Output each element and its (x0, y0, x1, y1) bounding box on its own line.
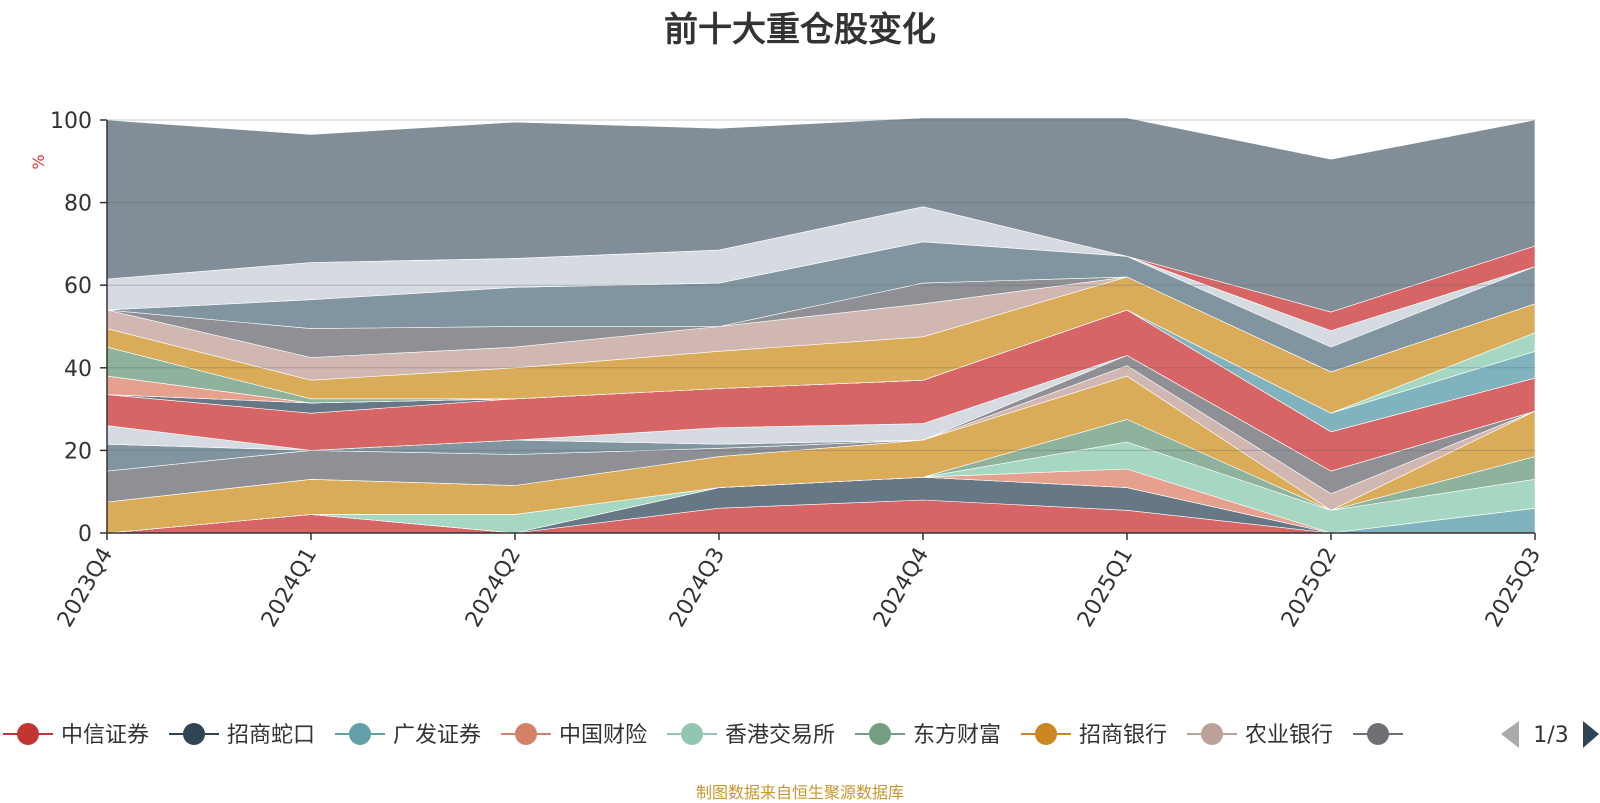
grid-layer: 0 20 40 60 80 100 (50, 109, 1535, 547)
legend-label[interactable]: 招商银行 (1079, 723, 1167, 748)
x-tick-label: 2024Q1 (257, 544, 322, 632)
legend-label[interactable]: 中国财险 (559, 723, 647, 748)
legend-page-indicator: 1/3 (1533, 723, 1568, 748)
legend-label[interactable]: 招商蛇口 (227, 723, 315, 748)
legend-marker (183, 723, 205, 745)
legend-marker (1201, 723, 1223, 745)
x-tick-label: 2024Q3 (665, 544, 730, 632)
area-series-23 (106, 117, 1536, 313)
chart-title: 前十大重仓股变化 (664, 10, 936, 50)
legend-marker (1035, 723, 1057, 745)
legend-marker (17, 723, 39, 745)
x-tick-label: 2024Q2 (461, 544, 526, 632)
x-tick-label: 2025Q3 (1481, 544, 1546, 632)
legend-marker (681, 723, 703, 745)
legend-marker (869, 723, 891, 745)
x-tick-label: 2025Q2 (1277, 544, 1342, 632)
legend-marker (1367, 723, 1389, 745)
legend-marker (349, 723, 371, 745)
y-tick-label: 20 (64, 439, 92, 464)
y-tick-label: 80 (64, 192, 92, 217)
legend-label[interactable]: 香港交易所 (725, 723, 835, 748)
legend-label[interactable]: 东方财富 (913, 723, 1001, 748)
data-source-note: 制图数据来自恒生聚源数据库 (695, 783, 904, 802)
y-axis-label: % (29, 154, 48, 169)
x-tick-label: 2024Q4 (869, 544, 934, 632)
legend-label[interactable]: 农业银行 (1245, 723, 1333, 748)
legend-prev-icon[interactable] (1501, 721, 1519, 748)
y-tick-label: 100 (50, 109, 92, 134)
x-tick-label: 2023Q4 (53, 544, 118, 632)
y-tick-label: 0 (78, 522, 92, 547)
x-tick-label: 2025Q1 (1073, 544, 1138, 632)
legend-label[interactable]: 广发证券 (393, 723, 481, 748)
legend-label[interactable]: 中信证券 (61, 723, 149, 748)
legend: 中信证券 招商蛇口 广发证券 中国财险 香港交易所 东方财富 招商银行 农业银行 1/3 (3, 721, 1599, 748)
y-tick-label: 40 (64, 357, 92, 382)
legend-marker (515, 723, 537, 745)
area-layer (106, 117, 1536, 534)
legend-next-icon[interactable] (1583, 721, 1599, 748)
y-tick-label: 60 (64, 274, 92, 299)
